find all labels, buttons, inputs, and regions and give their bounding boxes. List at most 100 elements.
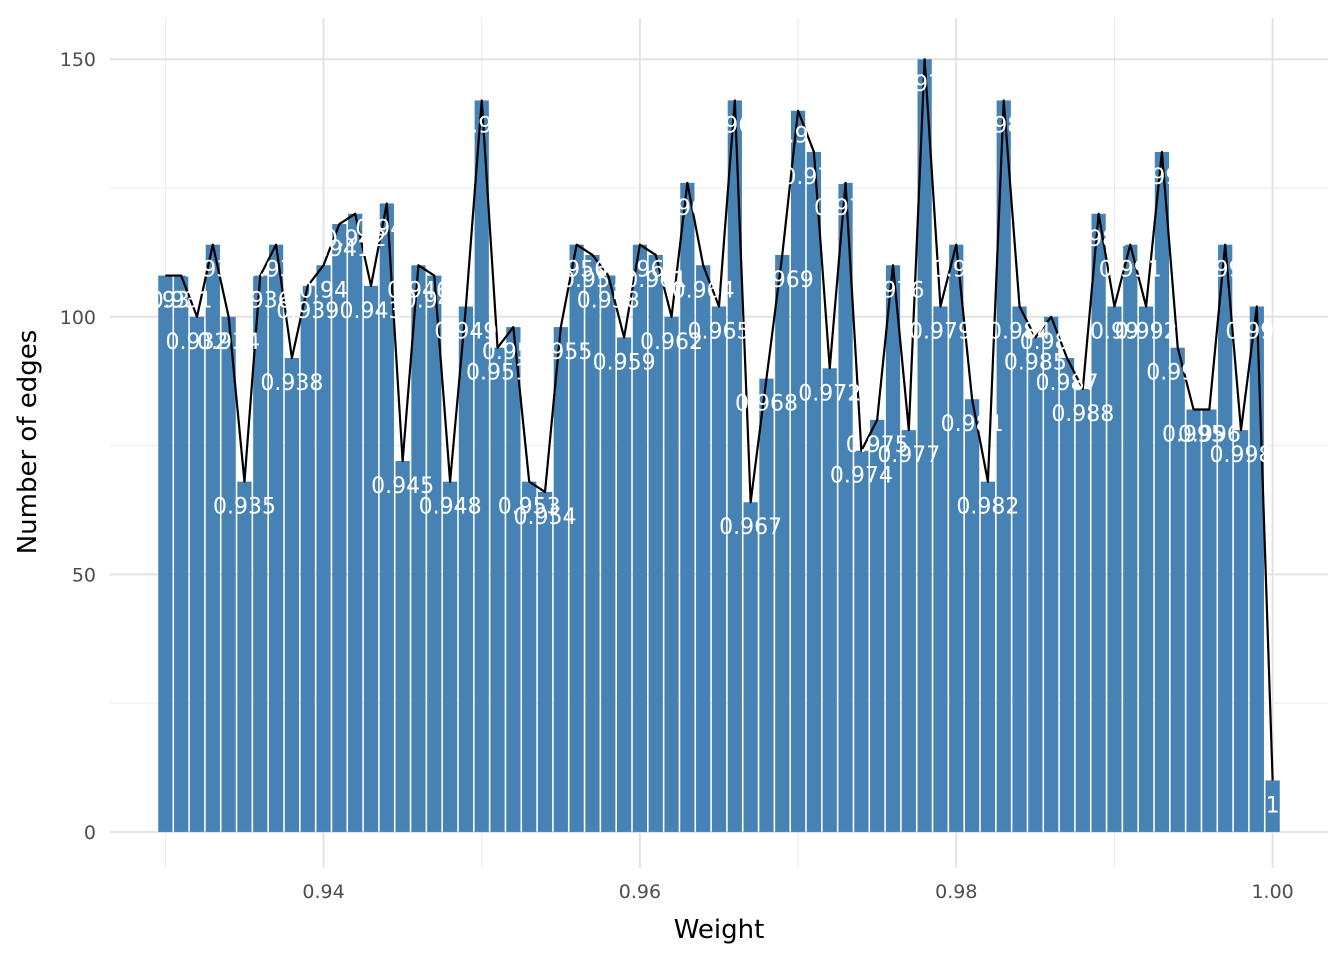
bar [854, 450, 869, 832]
y-axis-title: Number of edges [13, 330, 43, 555]
bar [205, 244, 220, 832]
bar-label: 0.993 [1130, 165, 1193, 190]
bar-label: 0.979 [909, 319, 972, 344]
bar-label: 0.995 [1162, 423, 1225, 448]
bar-label: 0.967 [719, 515, 782, 540]
bar-label: 0.933 [181, 258, 244, 283]
bar [506, 327, 521, 832]
bar-label: 0.945 [371, 474, 434, 499]
bar [348, 213, 363, 832]
bar-label: 0.963 [656, 196, 719, 221]
bar [648, 254, 663, 832]
y-tick-label: 100 [60, 307, 96, 329]
bar-label: 0.982 [956, 495, 1019, 520]
bar-label: 0.989 [1067, 227, 1130, 252]
bar [363, 285, 379, 832]
bar [442, 481, 458, 832]
bar [885, 265, 901, 832]
bar [174, 275, 189, 832]
y-tick-label: 50 [72, 564, 96, 586]
bar [822, 368, 837, 832]
bar [1107, 306, 1122, 832]
x-tick-label: 0.96 [619, 881, 661, 903]
bar-label: 0.947 [403, 289, 466, 314]
bar-label: 0.941 [308, 237, 371, 262]
bar [996, 100, 1011, 832]
bar-label: 0.962 [640, 330, 703, 355]
bar-label: 0.987 [1036, 371, 1099, 396]
x-tick-label: 0.98 [935, 881, 977, 903]
bar-label: 0.948 [419, 495, 482, 520]
bar-label: 0.972 [798, 381, 861, 406]
bar-label: 0.991 [1099, 258, 1162, 283]
bar [553, 327, 568, 832]
bar [237, 481, 252, 832]
bar-label: 0.981 [941, 412, 1004, 437]
bar-label: 0.937 [245, 258, 308, 283]
bar-label: 0.968 [735, 392, 798, 417]
bar-labels: 0.930.9310.9320.9330.9340.9350.9360.9370… [141, 72, 1288, 818]
bar-label: 0.98 [932, 258, 981, 283]
bars [158, 59, 1280, 832]
bar-label: 0.942 [324, 227, 387, 252]
bar [1012, 306, 1027, 832]
bar [632, 244, 648, 832]
bar [522, 481, 537, 832]
bar [1059, 358, 1075, 832]
y-axis-ticks: 0 50 100 150 [60, 49, 96, 844]
bar-label: 0.974 [830, 464, 893, 489]
y-tick-label: 150 [60, 49, 96, 71]
bar [664, 316, 679, 832]
bar [221, 316, 236, 832]
bar-label: 0.966 [703, 113, 766, 138]
bar-label: 0.959 [593, 350, 656, 375]
bar-label: 0.977 [877, 443, 940, 468]
bar [158, 275, 173, 832]
bar [1154, 151, 1170, 832]
bar [1186, 409, 1201, 832]
bar [1123, 244, 1138, 832]
bar-label: 0.939 [276, 299, 339, 324]
bar-label: 0.994 [1146, 361, 1209, 386]
bar [1170, 347, 1185, 832]
bar-label: 0.934 [197, 330, 260, 355]
bar [933, 306, 948, 832]
bar [332, 224, 347, 832]
bar [680, 182, 695, 832]
bar [1202, 409, 1217, 832]
bar-label: 0.956 [545, 258, 608, 283]
bar [1091, 213, 1106, 832]
bar-label: 0.964 [672, 278, 735, 303]
bar [917, 59, 932, 832]
bar-label: 0.94 [299, 278, 348, 303]
bar-label: 0.971 [782, 165, 845, 190]
bar-label: 0.999 [1225, 319, 1288, 344]
bar [711, 306, 727, 832]
bar [490, 347, 505, 832]
bar [696, 265, 711, 832]
bar [1218, 244, 1233, 832]
y-tick-label: 0 [84, 822, 96, 844]
bar [189, 316, 205, 832]
bar-label: 0.996 [1178, 423, 1241, 448]
bar-label: 0.969 [751, 268, 814, 293]
bar-label: 0.992 [1115, 319, 1178, 344]
bar [1249, 306, 1264, 832]
bar-label: 0.949 [434, 319, 497, 344]
bar-label: 0.984 [988, 319, 1051, 344]
bar-label: 0.983 [972, 113, 1035, 138]
bar [300, 285, 315, 832]
bar [964, 399, 980, 832]
bar [458, 306, 474, 832]
bar [253, 275, 268, 832]
bar-label: 0.954 [514, 505, 577, 530]
bar-label: 0.975 [846, 433, 909, 458]
bar-label: 0.973 [814, 196, 877, 221]
bar [1028, 337, 1043, 832]
bar-label: 0.961 [624, 268, 687, 293]
bar-label: 0.986 [1020, 330, 1083, 355]
bar [411, 265, 426, 832]
bar-label: 0.99 [1090, 319, 1139, 344]
bar-label: 0.951 [466, 361, 529, 386]
